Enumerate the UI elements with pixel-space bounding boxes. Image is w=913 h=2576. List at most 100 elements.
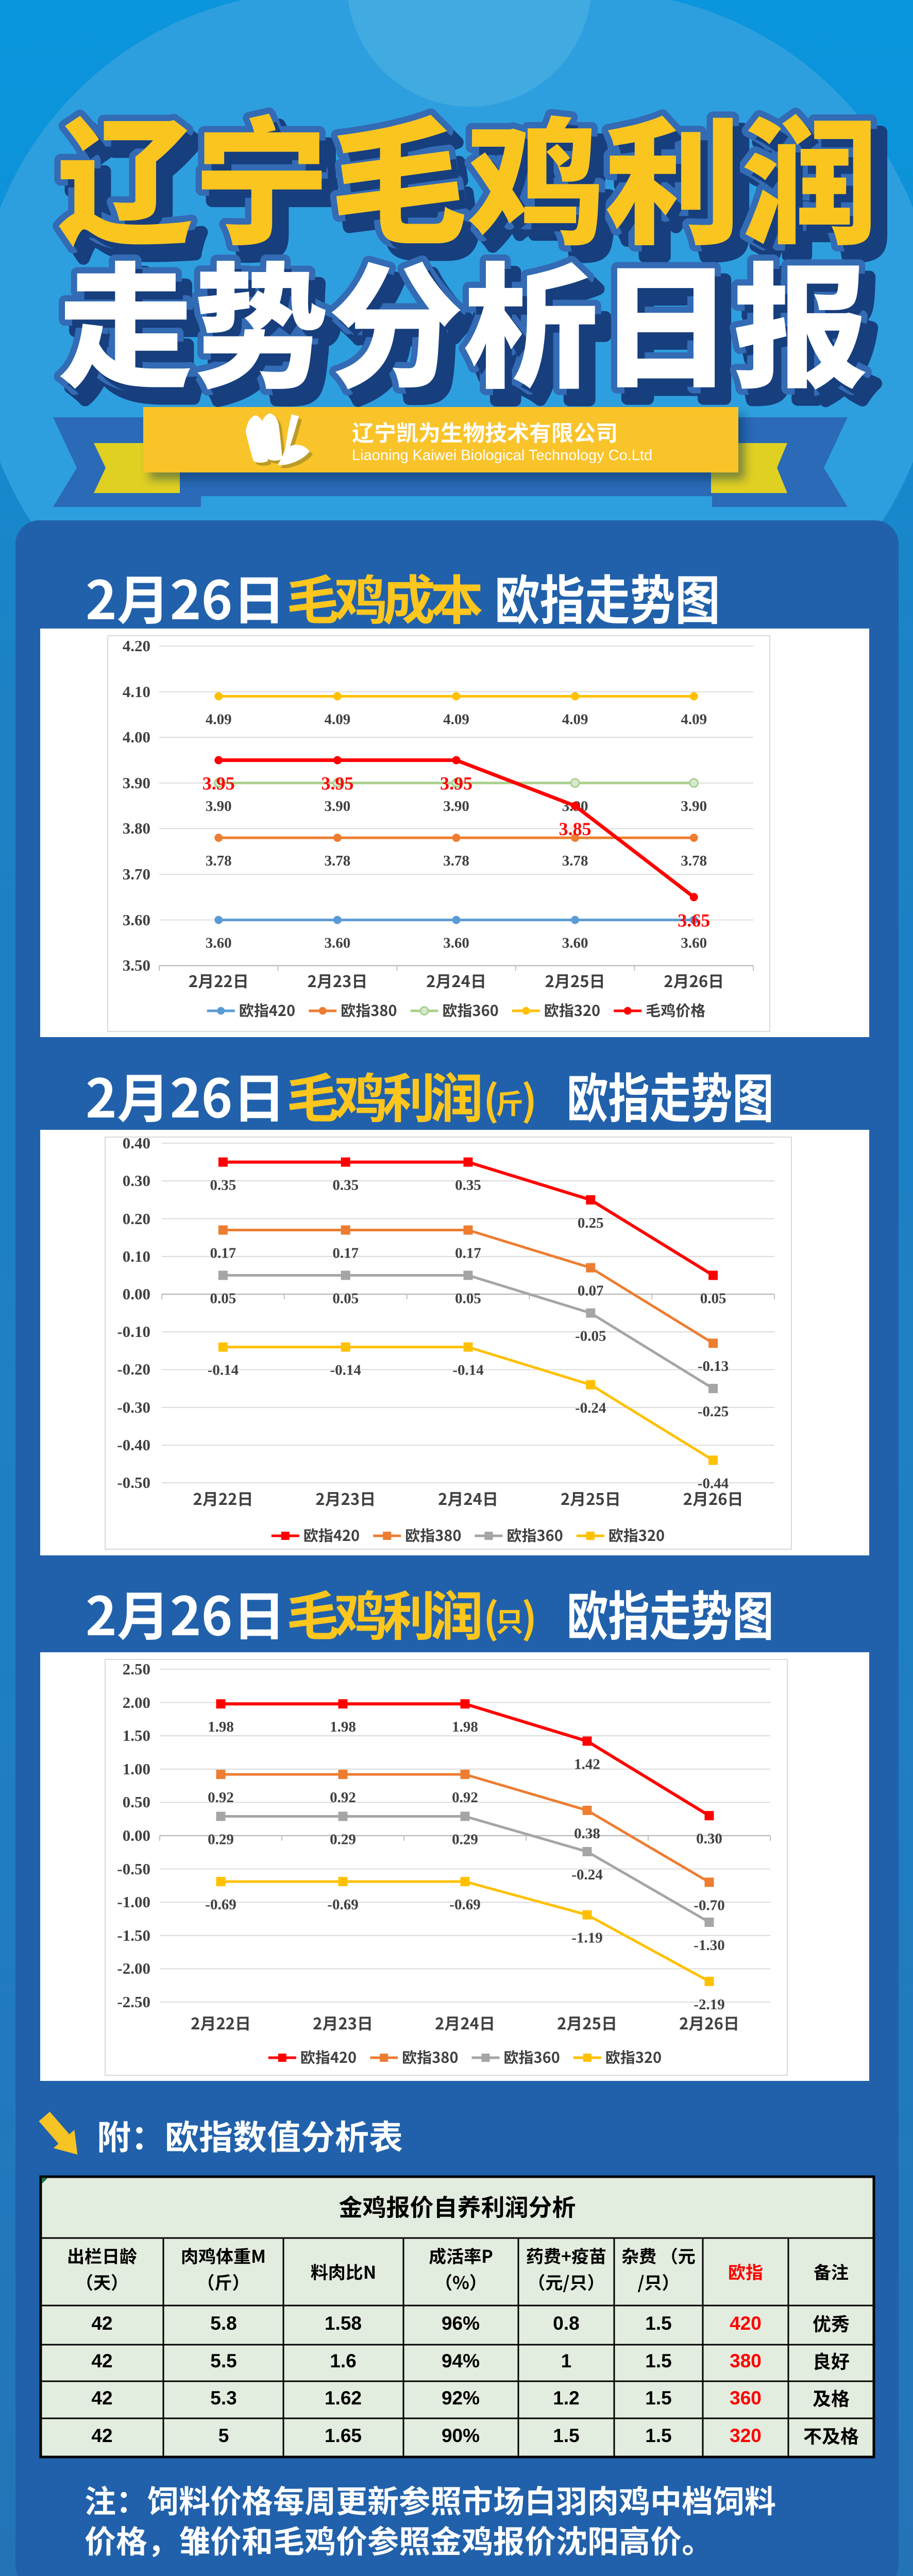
svg-text:4.09: 4.09 bbox=[562, 711, 588, 728]
svg-text:3.85: 3.85 bbox=[559, 819, 591, 839]
svg-text:1.98: 1.98 bbox=[208, 1719, 234, 1735]
svg-text:0.38: 0.38 bbox=[574, 1825, 600, 1842]
svg-text:0.17: 0.17 bbox=[332, 1245, 359, 1262]
svg-text:42: 42 bbox=[91, 2350, 112, 2371]
svg-text:4.09: 4.09 bbox=[325, 711, 351, 728]
svg-text:-0.13: -0.13 bbox=[698, 1358, 729, 1375]
svg-text:1.5: 1.5 bbox=[645, 2425, 671, 2446]
svg-text:-0.30: -0.30 bbox=[117, 1398, 150, 1416]
svg-text:1.98: 1.98 bbox=[452, 1719, 478, 1735]
svg-text:0.00: 0.00 bbox=[123, 1826, 150, 1844]
svg-text:360: 360 bbox=[730, 2387, 762, 2409]
svg-text:3.50: 3.50 bbox=[123, 956, 150, 974]
svg-text:3.60: 3.60 bbox=[562, 935, 588, 952]
svg-text:420: 420 bbox=[730, 2313, 762, 2334]
svg-text:-0.24: -0.24 bbox=[571, 1867, 602, 1883]
svg-text:-1.30: -1.30 bbox=[694, 1937, 724, 1954]
svg-text:3.78: 3.78 bbox=[443, 853, 469, 869]
svg-text:3.95: 3.95 bbox=[202, 773, 235, 794]
svg-text:42: 42 bbox=[91, 2387, 112, 2409]
svg-text:3.95: 3.95 bbox=[440, 773, 472, 794]
svg-text:5: 5 bbox=[218, 2425, 229, 2446]
svg-text:-1.19: -1.19 bbox=[571, 1930, 602, 1946]
svg-text:3.60: 3.60 bbox=[443, 935, 469, 952]
svg-text:5.8: 5.8 bbox=[210, 2313, 236, 2334]
svg-text:0.00: 0.00 bbox=[123, 1285, 150, 1303]
svg-text:1.6: 1.6 bbox=[330, 2350, 356, 2371]
svg-text:3.60: 3.60 bbox=[123, 911, 150, 929]
svg-text:-0.50: -0.50 bbox=[117, 1473, 150, 1492]
svg-text:0.05: 0.05 bbox=[332, 1290, 359, 1307]
svg-text:0.25: 0.25 bbox=[578, 1215, 604, 1231]
svg-text:0.35: 0.35 bbox=[332, 1177, 359, 1194]
svg-text:94%: 94% bbox=[442, 2350, 480, 2371]
svg-text:380: 380 bbox=[730, 2350, 762, 2371]
svg-text:1.00: 1.00 bbox=[123, 1760, 150, 1778]
svg-text:-0.05: -0.05 bbox=[575, 1328, 606, 1345]
svg-text:0.05: 0.05 bbox=[210, 1290, 236, 1307]
svg-text:1.5: 1.5 bbox=[645, 2350, 671, 2371]
svg-text:3.78: 3.78 bbox=[206, 853, 232, 869]
svg-text:0.20: 0.20 bbox=[123, 1210, 150, 1228]
svg-text:0.30: 0.30 bbox=[696, 1831, 722, 1847]
svg-text:-0.25: -0.25 bbox=[698, 1403, 729, 1420]
svg-text:0.92: 0.92 bbox=[208, 1789, 234, 1806]
svg-text:0.35: 0.35 bbox=[455, 1177, 481, 1194]
svg-text:0.40: 0.40 bbox=[123, 1134, 150, 1152]
svg-text:0.29: 0.29 bbox=[452, 1832, 478, 1848]
svg-text:0.92: 0.92 bbox=[452, 1789, 478, 1806]
svg-text:-0.24: -0.24 bbox=[575, 1400, 606, 1416]
svg-text:-0.69: -0.69 bbox=[205, 1896, 236, 1913]
svg-text:0.10: 0.10 bbox=[123, 1247, 150, 1265]
svg-text:0.29: 0.29 bbox=[208, 1832, 234, 1848]
svg-text:-0.70: -0.70 bbox=[694, 1897, 724, 1913]
svg-text:0.35: 0.35 bbox=[210, 1177, 236, 1194]
svg-text:4.09: 4.09 bbox=[206, 711, 232, 728]
svg-text:3.90: 3.90 bbox=[325, 798, 351, 815]
svg-text:1: 1 bbox=[561, 2350, 572, 2371]
svg-text:1.5: 1.5 bbox=[645, 2387, 671, 2409]
svg-text:1.5: 1.5 bbox=[645, 2313, 671, 2334]
svg-text:4.09: 4.09 bbox=[681, 711, 707, 728]
svg-text:3.78: 3.78 bbox=[325, 853, 351, 869]
svg-text:-0.20: -0.20 bbox=[117, 1360, 150, 1378]
svg-text:1.50: 1.50 bbox=[123, 1726, 150, 1744]
svg-text:-2.00: -2.00 bbox=[117, 1959, 150, 1977]
svg-text:2.50: 2.50 bbox=[123, 1660, 150, 1678]
svg-text:42: 42 bbox=[91, 2313, 112, 2334]
svg-text:4.09: 4.09 bbox=[443, 711, 469, 728]
svg-text:-0.40: -0.40 bbox=[117, 1436, 150, 1454]
svg-text:0.8: 0.8 bbox=[553, 2313, 579, 2334]
svg-text:-1.50: -1.50 bbox=[117, 1926, 150, 1944]
svg-text:42: 42 bbox=[91, 2425, 112, 2446]
svg-text:-0.50: -0.50 bbox=[117, 1860, 150, 1878]
svg-text:-2.19: -2.19 bbox=[694, 1996, 724, 2013]
svg-text:-0.14: -0.14 bbox=[330, 1362, 361, 1379]
svg-text:1.62: 1.62 bbox=[325, 2387, 362, 2409]
svg-text:1.42: 1.42 bbox=[574, 1756, 600, 1773]
svg-text:320: 320 bbox=[730, 2425, 762, 2446]
svg-text:3.90: 3.90 bbox=[206, 798, 232, 815]
svg-text:3.70: 3.70 bbox=[123, 865, 150, 883]
svg-text:1.58: 1.58 bbox=[325, 2313, 362, 2334]
svg-text:-0.14: -0.14 bbox=[208, 1362, 239, 1379]
svg-text:3.95: 3.95 bbox=[321, 773, 353, 794]
svg-text:1.2: 1.2 bbox=[553, 2387, 579, 2409]
svg-text:1.65: 1.65 bbox=[325, 2425, 362, 2446]
svg-text:Liaoning Kaiwei Biological Tec: Liaoning Kaiwei Biological Technology Co… bbox=[352, 447, 652, 464]
svg-text:3.60: 3.60 bbox=[206, 935, 232, 952]
svg-text:0.17: 0.17 bbox=[210, 1245, 236, 1262]
svg-text:0.92: 0.92 bbox=[330, 1789, 356, 1806]
svg-text:0.17: 0.17 bbox=[455, 1245, 481, 1262]
svg-text:-2.50: -2.50 bbox=[117, 1993, 150, 2011]
svg-text:3.90: 3.90 bbox=[681, 798, 707, 815]
svg-text:0.29: 0.29 bbox=[330, 1832, 356, 1848]
svg-text:-1.00: -1.00 bbox=[117, 1893, 150, 1911]
svg-text:3.90: 3.90 bbox=[443, 798, 469, 815]
svg-text:3.65: 3.65 bbox=[678, 910, 710, 930]
svg-text:-0.44: -0.44 bbox=[698, 1475, 729, 1492]
svg-text:0.05: 0.05 bbox=[700, 1290, 726, 1307]
svg-text:3.78: 3.78 bbox=[562, 853, 588, 869]
svg-text:-0.10: -0.10 bbox=[117, 1323, 150, 1341]
svg-text:-0.69: -0.69 bbox=[327, 1896, 358, 1913]
